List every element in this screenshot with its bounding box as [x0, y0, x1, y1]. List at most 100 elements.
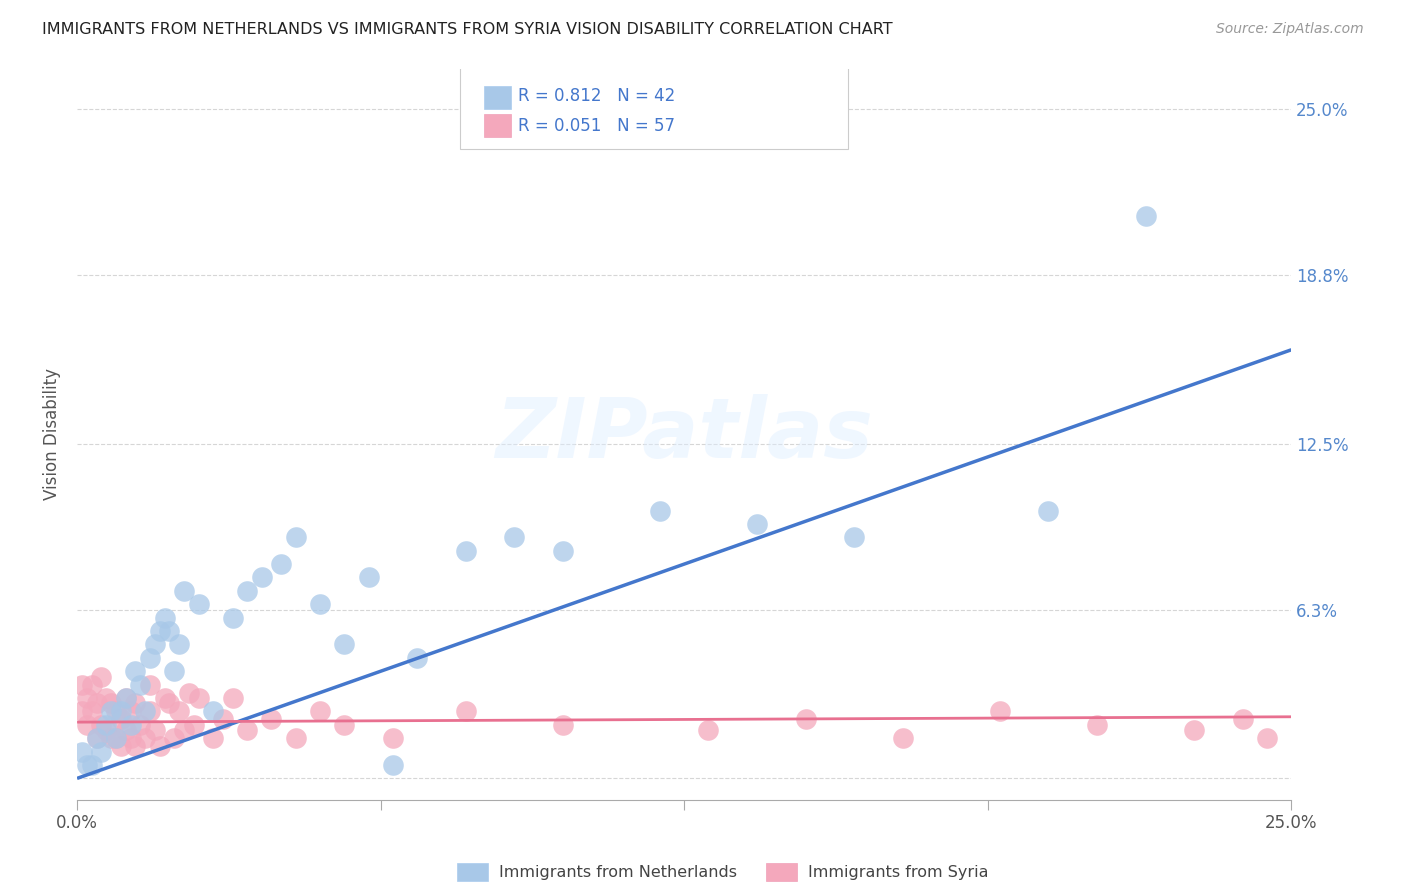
- Point: [80, 678, 103, 692]
- Point: [1038, 503, 1060, 517]
- Point: [406, 650, 429, 665]
- Point: [139, 678, 162, 692]
- Point: [183, 718, 205, 732]
- Point: [114, 691, 136, 706]
- Point: [221, 610, 243, 624]
- Point: [157, 624, 180, 638]
- Point: [284, 530, 307, 544]
- Point: [80, 705, 103, 719]
- Point: [202, 731, 225, 746]
- Point: [381, 758, 404, 772]
- Point: [110, 739, 132, 754]
- Point: [551, 543, 574, 558]
- Point: [1182, 723, 1205, 738]
- Text: Immigrants from Netherlands: Immigrants from Netherlands: [499, 865, 737, 880]
- Point: [1232, 713, 1254, 727]
- Point: [100, 731, 122, 746]
- Point: [648, 503, 671, 517]
- Text: R = 0.812   N = 42: R = 0.812 N = 42: [517, 87, 675, 105]
- Point: [90, 670, 112, 684]
- Point: [114, 691, 136, 706]
- Text: IMMIGRANTS FROM NETHERLANDS VS IMMIGRANTS FROM SYRIA VISION DISABILITY CORRELATI: IMMIGRANTS FROM NETHERLANDS VS IMMIGRANT…: [42, 22, 893, 37]
- Point: [76, 691, 98, 706]
- Point: [270, 557, 292, 571]
- Point: [794, 713, 817, 727]
- Point: [100, 705, 122, 719]
- Point: [139, 650, 162, 665]
- Point: [454, 705, 477, 719]
- Point: [90, 718, 112, 732]
- Point: [173, 583, 195, 598]
- Point: [454, 543, 477, 558]
- FancyBboxPatch shape: [484, 114, 510, 137]
- Point: [104, 705, 127, 719]
- Point: [1085, 718, 1108, 732]
- Point: [260, 713, 283, 727]
- Point: [187, 691, 209, 706]
- Point: [211, 713, 233, 727]
- Point: [134, 705, 156, 719]
- Point: [86, 731, 108, 746]
- Point: [236, 583, 259, 598]
- Point: [236, 723, 259, 738]
- Point: [143, 637, 166, 651]
- Text: Source: ZipAtlas.com: Source: ZipAtlas.com: [1216, 22, 1364, 37]
- Point: [221, 691, 243, 706]
- Point: [167, 705, 190, 719]
- Point: [120, 731, 142, 746]
- Point: [988, 705, 1011, 719]
- Point: [333, 637, 356, 651]
- Point: [129, 678, 152, 692]
- Point: [309, 705, 332, 719]
- Point: [202, 705, 225, 719]
- Point: [284, 731, 307, 746]
- Point: [120, 718, 142, 732]
- Point: [90, 745, 112, 759]
- FancyBboxPatch shape: [484, 86, 510, 110]
- Text: R = 0.051   N = 57: R = 0.051 N = 57: [517, 117, 675, 135]
- Point: [143, 723, 166, 738]
- Point: [1135, 209, 1157, 223]
- Point: [844, 530, 866, 544]
- Point: [110, 705, 132, 719]
- Text: ZIPatlas: ZIPatlas: [495, 393, 873, 475]
- Point: [333, 718, 356, 732]
- Y-axis label: Vision Disability: Vision Disability: [44, 368, 60, 500]
- Point: [149, 624, 172, 638]
- Point: [167, 637, 190, 651]
- Point: [381, 731, 404, 746]
- Point: [86, 731, 108, 746]
- Point: [187, 597, 209, 611]
- Point: [96, 691, 118, 706]
- Point: [86, 697, 108, 711]
- Point: [80, 758, 103, 772]
- Text: Immigrants from Syria: Immigrants from Syria: [808, 865, 988, 880]
- Point: [250, 570, 273, 584]
- Point: [114, 723, 136, 738]
- Point: [104, 731, 127, 746]
- Point: [1256, 731, 1278, 746]
- Point: [96, 718, 118, 732]
- Point: [157, 697, 180, 711]
- FancyBboxPatch shape: [460, 65, 848, 149]
- Point: [129, 718, 152, 732]
- Point: [76, 758, 98, 772]
- Point: [163, 665, 186, 679]
- Point: [100, 697, 122, 711]
- Point: [124, 665, 146, 679]
- Point: [503, 530, 526, 544]
- Point: [104, 731, 127, 746]
- Point: [153, 610, 176, 624]
- Point: [70, 745, 93, 759]
- Point: [139, 705, 162, 719]
- Point: [153, 691, 176, 706]
- Point: [70, 678, 93, 692]
- Point: [697, 723, 720, 738]
- Point: [70, 705, 93, 719]
- Point: [173, 723, 195, 738]
- Point: [163, 731, 186, 746]
- Point: [110, 713, 132, 727]
- Point: [357, 570, 380, 584]
- Point: [309, 597, 332, 611]
- Point: [891, 731, 914, 746]
